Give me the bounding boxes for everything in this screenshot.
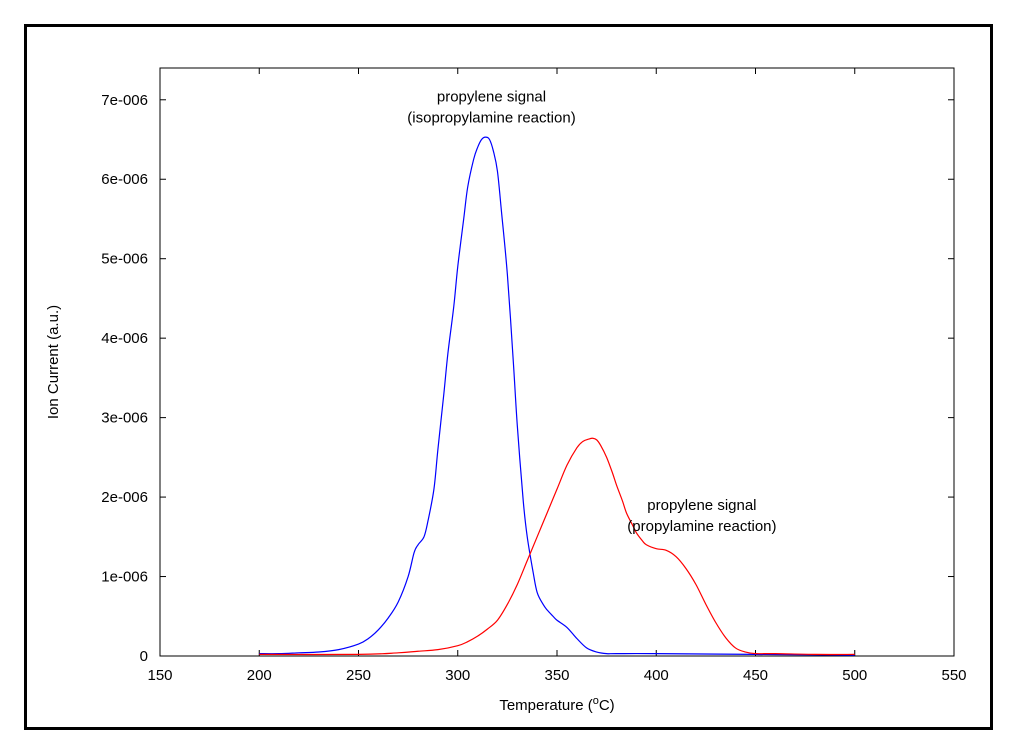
y-tick-label: 1e-006 xyxy=(101,569,148,586)
y-tick-label: 0 xyxy=(140,648,148,665)
series-layer xyxy=(259,136,855,656)
isopropylamine-annotation: (isopropylamine reaction) xyxy=(407,109,575,126)
propylamine-series-line xyxy=(259,437,855,656)
y-tick-label: 6e-006 xyxy=(101,171,148,188)
y-tick-label: 2e-006 xyxy=(101,489,148,506)
x-tick-label: 350 xyxy=(544,667,569,684)
plot-area xyxy=(159,67,955,657)
x-axis-label-main: Temperature ( xyxy=(499,697,592,714)
annotation-layer: propylene signal (isopropylamine reaction… xyxy=(407,88,776,534)
x-tick-label: 200 xyxy=(247,667,272,684)
axis-ticks: 150 200 250 300 350 400 450 500 550 0 1e-006 2e-006… xyxy=(101,68,967,684)
y-tick-label: 4e-006 xyxy=(101,330,148,347)
x-axis-label: Temperature (oC) xyxy=(499,695,614,714)
x-axis-label-suffix: C) xyxy=(599,697,615,714)
x-tick-label: 500 xyxy=(842,667,867,684)
chart-frame xyxy=(24,24,993,730)
y-axis-label: Ion Current (a.u.) xyxy=(45,305,62,419)
x-tick-label: 250 xyxy=(346,667,371,684)
x-tick-label: 300 xyxy=(445,667,470,684)
isopropylamine-annotation: propylene signal xyxy=(437,88,546,105)
x-tick-label: 150 xyxy=(147,667,172,684)
x-axis-label-superscript: o xyxy=(593,695,599,707)
y-tick-label: 3e-006 xyxy=(101,410,148,427)
propylamine-annotation: (propylamine reaction) xyxy=(627,518,776,535)
x-tick-label: 450 xyxy=(743,667,768,684)
y-tick-label: 5e-006 xyxy=(101,251,148,268)
y-tick-label: 7e-006 xyxy=(101,92,148,109)
x-tick-label: 400 xyxy=(644,667,669,684)
propylamine-annotation: propylene signal xyxy=(647,497,756,514)
isopropylamine-series-line xyxy=(259,136,855,656)
x-tick-label: 550 xyxy=(941,667,966,684)
